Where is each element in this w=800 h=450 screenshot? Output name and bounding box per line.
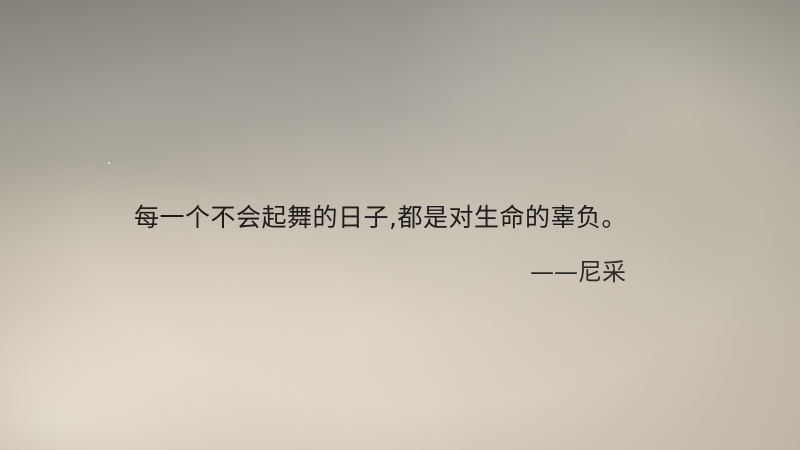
quote-text: 每一个不会起舞的日子,都是对生命的辜负。: [134, 203, 627, 232]
dust-speck: [98, 198, 99, 199]
dust-speck: [108, 162, 110, 164]
light-glare: [200, 0, 800, 450]
quote-attribution: ——尼采: [530, 258, 626, 286]
